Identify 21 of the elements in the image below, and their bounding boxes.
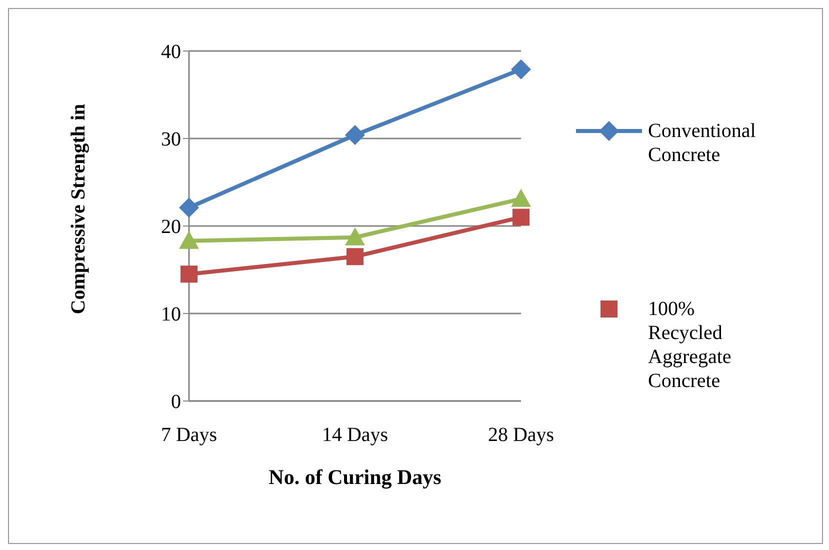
x-tick-label: 28 Days (488, 424, 554, 446)
x-tick-label: 14 Days (322, 424, 388, 446)
point (511, 59, 531, 80)
point (179, 198, 199, 218)
y-tick-label: 40 (161, 41, 181, 64)
y-axis-title: Compressive Strength in (68, 104, 90, 314)
point (180, 266, 198, 283)
point (179, 230, 199, 249)
y-tick-label: 10 (161, 304, 181, 326)
y-tick-label: 20 (161, 216, 181, 238)
x-axis-title: No. of Curing Days (268, 465, 442, 490)
y-tick-label: 30 (161, 128, 181, 151)
y-tick-label: 0 (171, 391, 181, 414)
point (511, 188, 531, 207)
point (512, 208, 530, 226)
x-tick-label: 7 Days (160, 424, 218, 446)
legend-label: 100% Recycled Aggregate Concrete (648, 297, 732, 393)
point (345, 227, 365, 246)
point (346, 248, 364, 266)
legend-label: Conventional Concrete (648, 119, 757, 167)
point (345, 125, 365, 145)
